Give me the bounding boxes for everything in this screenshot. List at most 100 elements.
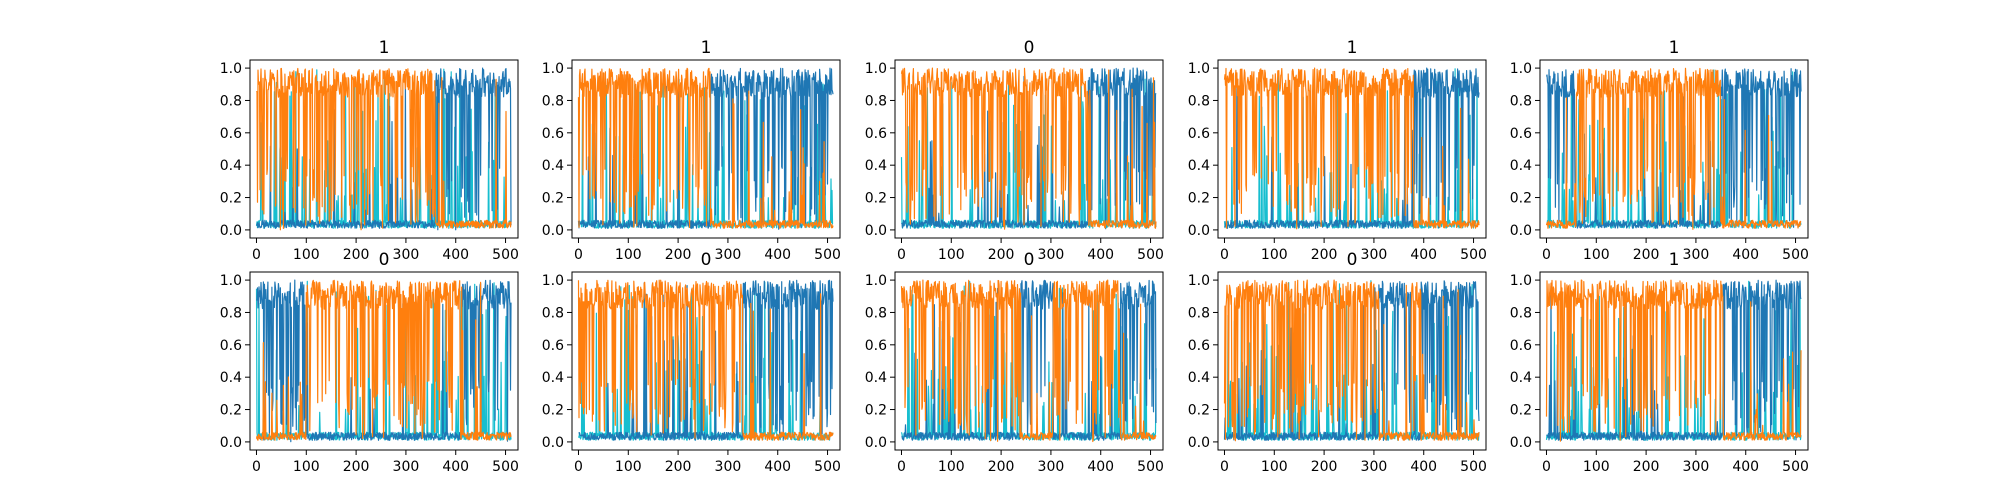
y-tick-label: 0.6 <box>1188 126 1210 142</box>
axes-frame <box>571 59 841 239</box>
y-tick-label: 0.0 <box>865 223 887 239</box>
subplot-2: 0 100 200 300 400 500 0.0 0.2 0.4 0.6 0.8 1.0 1 <box>542 38 841 263</box>
x-tick-label: 400 <box>442 459 469 475</box>
x-tick-label: 400 <box>1087 459 1114 475</box>
subplot-1: 0 100 200 300 400 500 0.0 0.2 0.4 0.6 0.8 1.0 1 <box>220 38 519 263</box>
series-line-2 <box>901 67 1157 230</box>
subplot-title: 1 <box>1347 38 1358 58</box>
subplot-title: 0 <box>1024 250 1035 270</box>
x-tick-label: 100 <box>293 247 320 263</box>
series-line-2 <box>1545 68 1802 229</box>
x-tick-label: 300 <box>393 459 420 475</box>
x-tick-label: 0 <box>897 459 906 475</box>
x-tick-label: 200 <box>1311 247 1338 263</box>
series-line-2 <box>901 279 1157 441</box>
y-tick-label: 0.2 <box>1510 191 1532 207</box>
y-tick-label: 0.6 <box>542 338 564 354</box>
x-tick-label: 500 <box>1460 247 1487 263</box>
axes-frame <box>1539 271 1809 451</box>
series-line-1 <box>900 279 1157 443</box>
y-tick-label: 0.2 <box>1510 403 1532 419</box>
subplot-9: 0 100 200 300 400 500 0.0 0.2 0.4 0.6 0.8 1.0 0 <box>1188 250 1487 475</box>
x-tick-label: 200 <box>988 247 1015 263</box>
x-tick-label: 300 <box>393 247 420 263</box>
series-line-2 <box>1224 67 1480 229</box>
x-tick-label: 300 <box>715 247 742 263</box>
y-tick-label: 0.4 <box>1510 158 1532 174</box>
x-tick-label: 100 <box>1583 459 1610 475</box>
x-tick-label: 300 <box>1038 459 1065 475</box>
x-tick-label: 100 <box>938 459 965 475</box>
y-tick-label: 1.0 <box>865 273 887 289</box>
y-tick-label: 0.8 <box>1188 93 1210 109</box>
series-line-1 <box>577 279 834 441</box>
y-tick-label: 0.4 <box>220 370 242 386</box>
x-tick-label: 400 <box>764 247 791 263</box>
y-tick-label: 0.4 <box>865 158 887 174</box>
axes-frame <box>1217 59 1487 239</box>
y-tick-label: 0.0 <box>1188 435 1210 451</box>
x-tick-label: 0 <box>1542 247 1551 263</box>
x-tick-label: 300 <box>1361 247 1388 263</box>
x-tick-label: 0 <box>574 459 583 475</box>
y-tick-label: 0.2 <box>865 403 887 419</box>
y-tick-label: 0.8 <box>542 93 564 109</box>
y-tick-label: 0.2 <box>220 403 242 419</box>
subplot-4: 0 100 200 300 400 500 0.0 0.2 0.4 0.6 0.8 1.0 1 <box>1188 38 1487 263</box>
y-tick-label: 0.4 <box>1188 370 1210 386</box>
x-tick-label: 500 <box>492 247 519 263</box>
subplot-6: 0 100 200 300 400 500 0.0 0.2 0.4 0.6 0.8 1.0 0 <box>220 250 519 475</box>
y-tick-label: 0.0 <box>1510 223 1532 239</box>
series-line-1 <box>1545 67 1802 230</box>
y-tick-label: 1.0 <box>220 61 242 77</box>
axes-frame <box>249 271 519 451</box>
axes-frame <box>894 271 1164 451</box>
x-tick-label: 500 <box>1137 459 1164 475</box>
series-line-1 <box>1223 67 1480 230</box>
x-tick-label: 100 <box>615 247 642 263</box>
x-tick-label: 400 <box>1732 247 1759 263</box>
y-tick-label: 1.0 <box>1188 273 1210 289</box>
y-tick-label: 0.6 <box>1188 338 1210 354</box>
x-tick-label: 400 <box>1410 247 1437 263</box>
x-tick-label: 100 <box>938 247 965 263</box>
x-tick-label: 100 <box>615 459 642 475</box>
y-tick-label: 0.2 <box>220 191 242 207</box>
x-tick-label: 300 <box>1361 459 1388 475</box>
y-tick-label: 1.0 <box>542 273 564 289</box>
axes-frame <box>1539 59 1809 239</box>
y-tick-label: 0.4 <box>1188 158 1210 174</box>
y-tick-label: 0.4 <box>220 158 242 174</box>
x-tick-label: 100 <box>293 459 320 475</box>
x-tick-label: 0 <box>1220 459 1229 475</box>
y-tick-label: 0.8 <box>542 305 564 321</box>
x-tick-label: 0 <box>897 247 906 263</box>
axes-frame <box>249 59 519 239</box>
x-tick-label: 200 <box>665 247 692 263</box>
x-tick-label: 0 <box>1220 247 1229 263</box>
subplot-5: 0 100 200 300 400 500 0.0 0.2 0.4 0.6 0.8 1.0 1 <box>1510 38 1809 263</box>
x-tick-label: 500 <box>1460 459 1487 475</box>
y-tick-label: 0.4 <box>1510 370 1532 386</box>
y-tick-label: 0.2 <box>865 191 887 207</box>
y-tick-label: 0.8 <box>1510 305 1532 321</box>
series-line-2 <box>255 67 512 231</box>
y-tick-label: 0.4 <box>542 158 564 174</box>
series-line-2 <box>578 279 834 441</box>
x-tick-label: 200 <box>988 459 1015 475</box>
axes-frame <box>894 59 1164 239</box>
y-tick-label: 1.0 <box>542 61 564 77</box>
y-tick-label: 0.6 <box>542 126 564 142</box>
x-tick-label: 200 <box>1633 459 1660 475</box>
x-tick-label: 500 <box>1782 247 1809 263</box>
x-tick-label: 100 <box>1261 459 1288 475</box>
x-tick-label: 500 <box>1137 247 1164 263</box>
y-tick-label: 0.0 <box>542 223 564 239</box>
subplot-8: 0 100 200 300 400 500 0.0 0.2 0.4 0.6 0.8 1.0 0 <box>865 250 1164 475</box>
x-tick-label: 400 <box>1732 459 1759 475</box>
y-tick-label: 0.0 <box>220 223 242 239</box>
axes-frame <box>571 271 841 451</box>
subplot-title: 1 <box>1669 38 1680 58</box>
x-tick-label: 500 <box>1782 459 1809 475</box>
y-tick-label: 0.2 <box>542 191 564 207</box>
